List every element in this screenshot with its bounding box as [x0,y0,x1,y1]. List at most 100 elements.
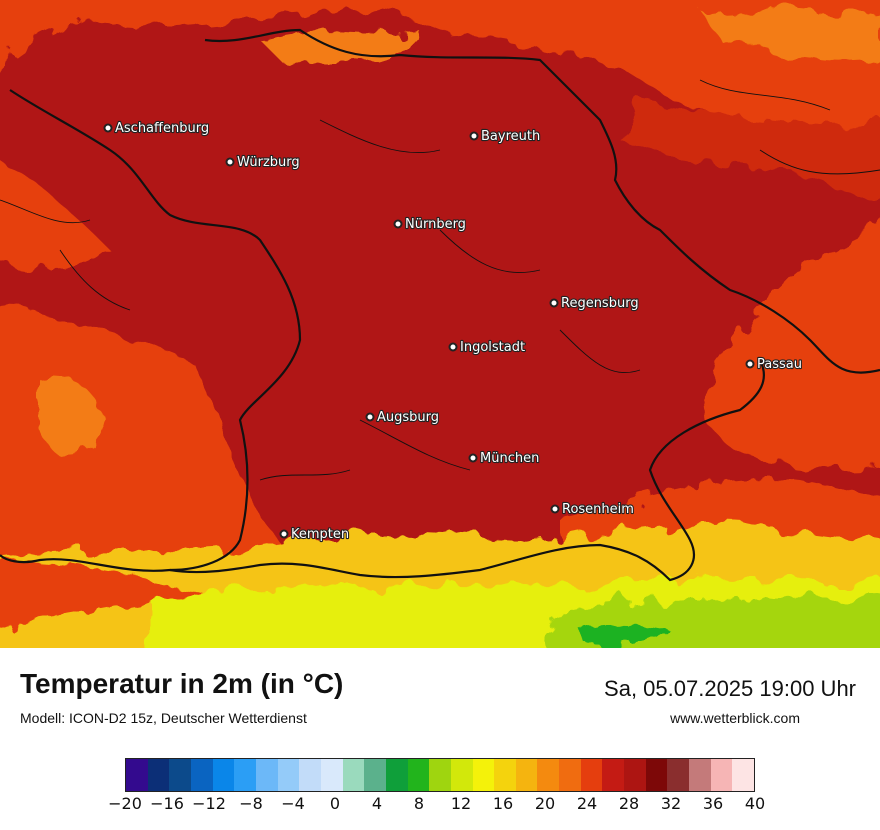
city-label: Rosenheim [562,502,634,517]
legend-swatch [732,759,755,791]
city-markers: Aschaffenburg Bayreuth Würzburg Nürnberg Reg… [103,120,803,543]
legend-swatch [429,759,451,791]
city-dot [225,157,235,167]
city-label: Augsburg [377,410,439,425]
city-marker: Rosenheim [550,501,635,518]
city-label: Aschaffenburg [115,121,209,136]
legend-tick: −12 [192,794,226,813]
legend-tick: 12 [450,794,472,813]
city-marker: Aschaffenburg [103,120,210,137]
legend-swatch [320,759,343,791]
legend-tick: −4 [281,794,305,813]
legend-swatch [602,759,625,791]
district-lines [0,79,880,481]
city-dot [365,412,375,422]
warm-zone-northwest [0,160,110,270]
city-dot [448,342,458,352]
city-dot [393,219,403,229]
warm-light-west [40,378,102,459]
city-dot [468,453,478,463]
legend-tick: 40 [744,794,766,813]
legend-swatch [255,759,278,791]
legend-swatch [407,759,430,791]
city-marker: Kempten [279,526,350,543]
national-border-south [169,359,765,582]
legend-swatch [169,759,191,791]
warm-zone-north [0,0,880,128]
state-border [0,89,302,572]
legend-tick: 0 [329,794,341,813]
warm-light-northeast [700,7,880,63]
city-marker: Passau [745,356,803,373]
warm-zone-west [0,304,300,598]
model-source: Modell: ICON-D2 15z, Deutscher Wetterdie… [20,710,307,726]
legend-swatch [624,759,646,791]
legend-swatch [299,759,321,791]
legend-tick: 32 [660,794,682,813]
legend-swatch [710,759,733,791]
city-dot [550,504,560,514]
legend-tick: 8 [413,794,425,813]
city-marker: Würzburg [225,154,301,171]
legend-swatch [689,759,711,791]
map-title: Temperatur in 2m (in °C) [20,668,344,699]
legend-tick: −8 [239,794,263,813]
city-label: Kempten [291,527,349,542]
city-dot [469,131,479,141]
city-label: Passau [757,357,802,372]
legend-swatch [342,759,365,791]
legend-swatch [472,759,495,791]
legend-tick: 28 [618,794,640,813]
website-link[interactable]: www.wetterblick.com [670,710,800,726]
legend-swatch [190,759,213,791]
legend-tick-labels: −20 −16 −12 −8 −4 0 4 8 12 16 20 24 28 32 36 40 [108,794,765,824]
borders [0,28,880,582]
warm-zone-east [703,226,880,468]
legend-tick: 16 [492,794,514,813]
alpine-warm-band [0,559,200,628]
city-marker: Augsburg [365,409,440,426]
state-border-north [204,28,880,374]
city-dot [745,359,755,369]
city-marker: München [468,450,540,467]
city-label: Nürnberg [405,217,466,232]
city-label: München [480,451,539,466]
city-marker: Regensburg [549,295,640,312]
city-label: Würzburg [237,155,300,170]
legend-tick: 4 [371,794,383,813]
color-scale-legend [125,758,755,792]
legend-swatch [234,759,256,791]
city-marker: Ingolstadt [448,339,526,356]
map-footer: Temperatur in 2m (in °C) Modell: ICON-D2… [0,648,880,830]
legend-swatch [645,759,668,791]
hot-blob-east [640,160,800,300]
temperature-field [0,0,880,648]
alpine-green [580,624,670,648]
legend-swatch [277,759,300,791]
legend-tick: 36 [702,794,724,813]
city-label: Ingolstadt [460,340,525,355]
legend-swatch [537,759,560,791]
legend-swatch [385,759,408,791]
legend-swatch [580,759,603,791]
legend-tick: −16 [150,794,184,813]
legend-swatch [494,759,516,791]
city-dot [549,298,559,308]
legend-tick: 20 [534,794,556,813]
legend-swatch [126,759,148,791]
legend-swatch [147,759,170,791]
temperature-map: Aschaffenburg Bayreuth Würzburg Nürnberg Reg… [0,0,880,648]
legend-tick: −20 [108,794,142,813]
city-marker: Nürnberg [393,216,467,233]
legend-swatch [364,759,386,791]
legend-swatch [559,759,581,791]
legend-swatch [450,759,473,791]
city-dot [279,529,289,539]
legend-swatch [212,759,235,791]
legend-swatch [515,759,538,791]
city-label: Bayreuth [481,129,540,144]
legend-tick: 24 [576,794,598,813]
legend-swatch [667,759,690,791]
valid-datetime: Sa, 05.07.2025 19:00 Uhr [604,676,856,701]
city-marker: Bayreuth [469,128,541,145]
